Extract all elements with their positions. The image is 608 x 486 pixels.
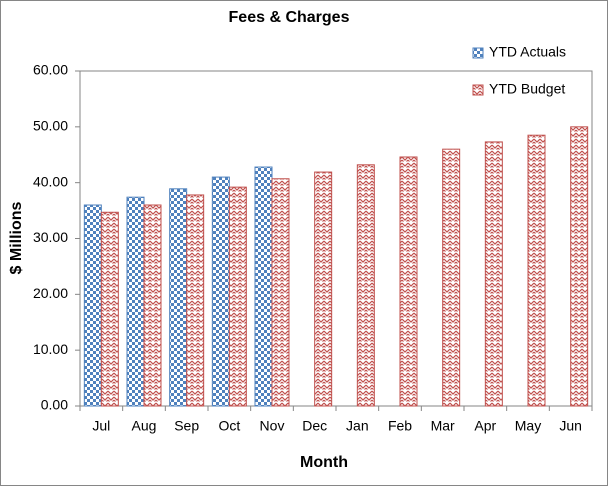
bar [314, 171, 333, 407]
x-tick-label: Jan [346, 418, 369, 434]
bar [399, 156, 418, 407]
y-tick-label: 40.00 [33, 173, 68, 189]
x-tick-label: Jul [92, 418, 110, 434]
bar [254, 166, 273, 407]
bar [484, 141, 503, 407]
y-tick-label: 0.00 [41, 397, 68, 413]
y-tick-label: 20.00 [33, 285, 68, 301]
bar [126, 196, 145, 407]
x-tick-label: Aug [132, 418, 157, 434]
legend-label: YTD Budget [489, 81, 565, 97]
bar [442, 148, 461, 407]
bar [83, 204, 102, 407]
legend-marker [472, 84, 484, 96]
bar [527, 134, 546, 407]
bar [186, 194, 205, 407]
x-tick-label: May [515, 418, 541, 434]
legend-label: YTD Actuals [489, 44, 566, 60]
x-tick-label: Oct [218, 418, 240, 434]
x-tick-label: Apr [474, 418, 496, 434]
x-tick-label: Mar [431, 418, 455, 434]
x-tick-label: Feb [388, 418, 412, 434]
y-tick-label: 60.00 [33, 62, 68, 78]
x-tick-label: Nov [260, 418, 285, 434]
bar [271, 178, 290, 407]
y-tick-label: 50.00 [33, 118, 68, 134]
x-tick-label: Dec [302, 418, 327, 434]
bar [570, 126, 589, 407]
x-tick-label: Jun [559, 418, 582, 434]
chart-title: Fees & Charges [229, 9, 350, 26]
bar [211, 176, 230, 407]
bar [143, 204, 162, 407]
y-tick-label: 30.00 [33, 229, 68, 245]
x-tick-label: Sep [174, 418, 199, 434]
y-tick-label: 10.00 [33, 341, 68, 357]
bar [100, 211, 119, 407]
bar [356, 164, 375, 407]
x-axis-label: Month [300, 454, 348, 471]
bar [169, 188, 188, 407]
bar [228, 186, 247, 407]
legend-marker [472, 47, 484, 59]
y-axis-label: $ Millions [8, 201, 25, 274]
